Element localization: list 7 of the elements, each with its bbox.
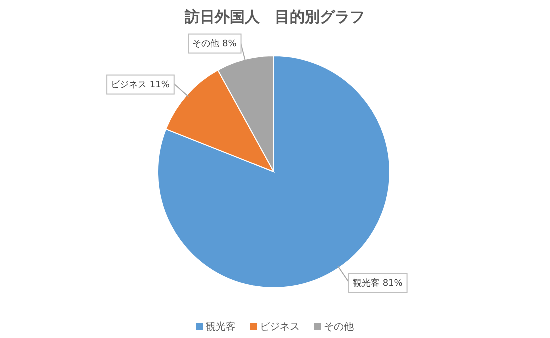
legend-label: ビジネス bbox=[260, 322, 300, 333]
legend-label: その他 bbox=[324, 321, 354, 333]
category-label: 観光客 81% bbox=[352, 278, 403, 289]
category-label: ビジネス 11% bbox=[111, 80, 170, 90]
category-label: その他 8% bbox=[192, 39, 237, 50]
chart-title: 訪日外国人 目的別グラフ bbox=[184, 8, 365, 26]
legend-label: 観光客 bbox=[206, 321, 236, 333]
